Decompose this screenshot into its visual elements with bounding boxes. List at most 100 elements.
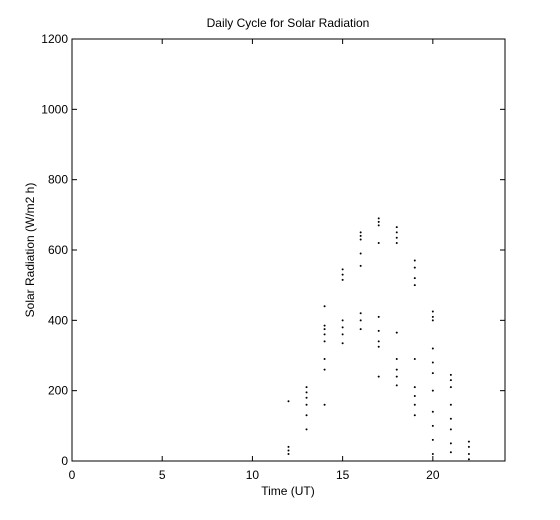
- point: [305, 428, 308, 431]
- point: [449, 417, 452, 420]
- point: [449, 403, 452, 406]
- point: [449, 386, 452, 389]
- point: [323, 368, 326, 371]
- point: [305, 396, 308, 399]
- point: [341, 273, 344, 276]
- x-tick-label: 5: [159, 468, 166, 482]
- point: [323, 403, 326, 406]
- point: [413, 403, 416, 406]
- point: [323, 324, 326, 327]
- point: [395, 368, 398, 371]
- point: [395, 358, 398, 361]
- y-tick-label: 1200: [41, 32, 68, 46]
- point: [413, 386, 416, 389]
- point: [377, 329, 380, 332]
- point: [413, 414, 416, 417]
- x-tick-label: 20: [426, 468, 440, 482]
- point: [395, 375, 398, 378]
- point: [413, 358, 416, 361]
- point: [395, 384, 398, 387]
- point: [305, 391, 308, 394]
- point: [413, 284, 416, 287]
- point: [449, 428, 452, 431]
- point: [359, 234, 362, 237]
- point: [323, 358, 326, 361]
- point: [359, 312, 362, 315]
- point: [359, 238, 362, 241]
- point: [449, 451, 452, 454]
- point: [413, 394, 416, 397]
- point: [431, 310, 434, 313]
- y-axis-label: Solar Radiation (W/m2 h): [23, 183, 37, 318]
- point: [305, 414, 308, 417]
- point: [431, 347, 434, 350]
- x-tick-label: 15: [336, 468, 350, 482]
- point: [359, 319, 362, 322]
- point: [449, 379, 452, 382]
- point: [359, 264, 362, 267]
- chart-title: Daily Cycle for Solar Radiation: [207, 16, 370, 30]
- point: [395, 331, 398, 334]
- point: [305, 386, 308, 389]
- point: [341, 342, 344, 345]
- point: [431, 438, 434, 441]
- y-tick-label: 600: [48, 243, 68, 257]
- point: [287, 400, 290, 403]
- point: [377, 315, 380, 318]
- point: [341, 268, 344, 271]
- point: [377, 345, 380, 348]
- point: [431, 389, 434, 392]
- point: [413, 259, 416, 262]
- point: [287, 445, 290, 448]
- y-tick-label: 0: [61, 454, 68, 468]
- point: [467, 458, 470, 461]
- y-tick-label: 200: [48, 384, 68, 398]
- point: [377, 217, 380, 220]
- point: [395, 236, 398, 239]
- point: [341, 319, 344, 322]
- x-tick-label: 10: [246, 468, 260, 482]
- x-axis-label: Time (UT): [261, 484, 315, 498]
- point: [359, 231, 362, 234]
- point: [323, 305, 326, 308]
- point: [323, 340, 326, 343]
- y-tick-label: 800: [48, 173, 68, 187]
- y-tick-label: 400: [48, 313, 68, 327]
- point: [449, 442, 452, 445]
- point: [341, 278, 344, 281]
- point: [377, 224, 380, 227]
- point: [431, 372, 434, 375]
- point: [305, 403, 308, 406]
- point: [413, 266, 416, 269]
- point: [341, 326, 344, 329]
- point: [359, 252, 362, 255]
- point: [395, 231, 398, 234]
- point: [467, 445, 470, 448]
- point: [377, 241, 380, 244]
- point: [341, 333, 344, 336]
- point: [467, 452, 470, 455]
- point: [467, 440, 470, 443]
- point: [395, 226, 398, 229]
- x-tick-label: 0: [69, 468, 76, 482]
- point: [377, 375, 380, 378]
- point: [395, 241, 398, 244]
- point: [431, 452, 434, 455]
- point: [377, 340, 380, 343]
- y-tick-label: 1000: [41, 102, 68, 116]
- point: [377, 220, 380, 223]
- point: [431, 410, 434, 413]
- point: [431, 315, 434, 318]
- point: [431, 319, 434, 322]
- point: [287, 449, 290, 452]
- point: [359, 328, 362, 331]
- point: [323, 333, 326, 336]
- point: [413, 277, 416, 280]
- point: [431, 361, 434, 364]
- point: [287, 452, 290, 455]
- point: [431, 424, 434, 427]
- point: [449, 373, 452, 376]
